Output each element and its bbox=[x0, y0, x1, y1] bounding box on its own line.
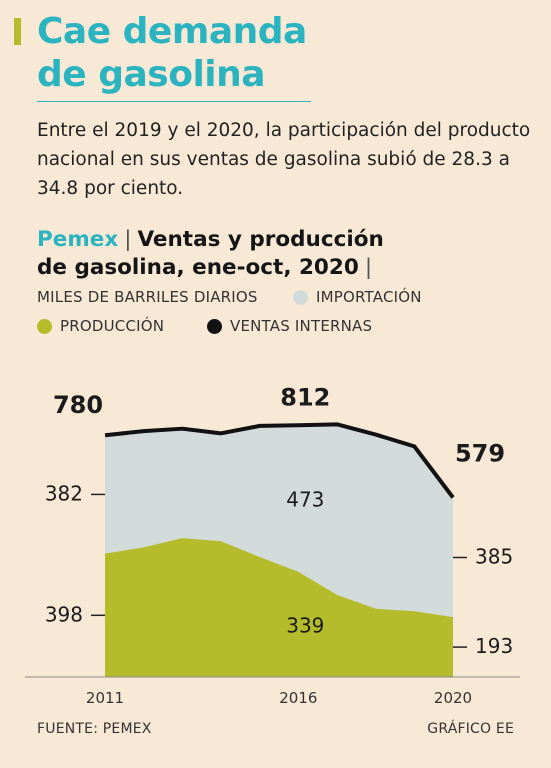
ventas-internas-line bbox=[104, 422, 455, 499]
units-label: MILES DE BARRILES DIARIOS bbox=[37, 288, 258, 306]
data-label-produccion-2011: 398 bbox=[45, 602, 83, 626]
data-label-ventas-2011: 780 bbox=[53, 391, 103, 419]
description-text: Entre el 2019 y el 2020, la participació… bbox=[37, 120, 531, 199]
x-tick-label-2020: 2020 bbox=[434, 689, 472, 707]
legend-swatch-produccion bbox=[37, 318, 52, 334]
title-rule bbox=[37, 101, 311, 102]
footer-credit: GRÁFICO EE bbox=[427, 721, 514, 737]
chart-title: Cae demanda de gasolina bbox=[37, 10, 307, 96]
data-label-ventas-2020: 579 bbox=[455, 440, 505, 468]
data-label-importacion-2011: 382 bbox=[45, 481, 83, 505]
title-accent-bar bbox=[14, 18, 21, 45]
data-label-produccion-2016: 339 bbox=[286, 613, 324, 637]
footer-source: FUENTE: PEMEX bbox=[37, 721, 152, 737]
legend-swatch-importacion bbox=[293, 289, 308, 305]
data-label-importacion-2020: 385 bbox=[475, 544, 513, 568]
x-tick-label-2016: 2016 bbox=[279, 689, 317, 707]
area-chart: 2011 2016 2020 780 812 579 382 473 385 398 339 193 bbox=[25, 383, 520, 707]
legend-item-importacion: IMPORTACIÓN bbox=[293, 288, 422, 306]
legend-item-ventas: VENTAS INTERNAS bbox=[207, 317, 372, 335]
data-label-produccion-2020: 193 bbox=[475, 634, 513, 658]
subtitle-line-1: Ventas y producción bbox=[137, 227, 384, 252]
produccion-area bbox=[105, 538, 453, 677]
title-line-1: Cae demanda bbox=[37, 11, 307, 52]
data-label-importacion-2016: 473 bbox=[286, 488, 324, 512]
chart-subtitle: Pemex | Ventas y producción de gasolina, e… bbox=[37, 226, 537, 282]
legend-label-ventas: VENTAS INTERNAS bbox=[230, 317, 373, 335]
x-tick-label-2011: 2011 bbox=[86, 689, 124, 707]
subtitle-line-2: de gasolina, ene-oct, 2020 bbox=[37, 255, 359, 280]
subtitle-separator-2: | bbox=[364, 255, 373, 280]
title-line-2: de gasolina bbox=[37, 54, 266, 95]
legend-item-produccion: PRODUCCIÓN bbox=[37, 317, 164, 335]
data-label-ventas-2016: 812 bbox=[280, 383, 330, 411]
subtitle-source: Pemex bbox=[37, 227, 119, 252]
legend-label-importacion: IMPORTACIÓN bbox=[316, 288, 422, 306]
subtitle-separator: | bbox=[124, 227, 132, 252]
legend-label-produccion: PRODUCCIÓN bbox=[60, 317, 165, 335]
legend-swatch-ventas bbox=[207, 318, 222, 334]
